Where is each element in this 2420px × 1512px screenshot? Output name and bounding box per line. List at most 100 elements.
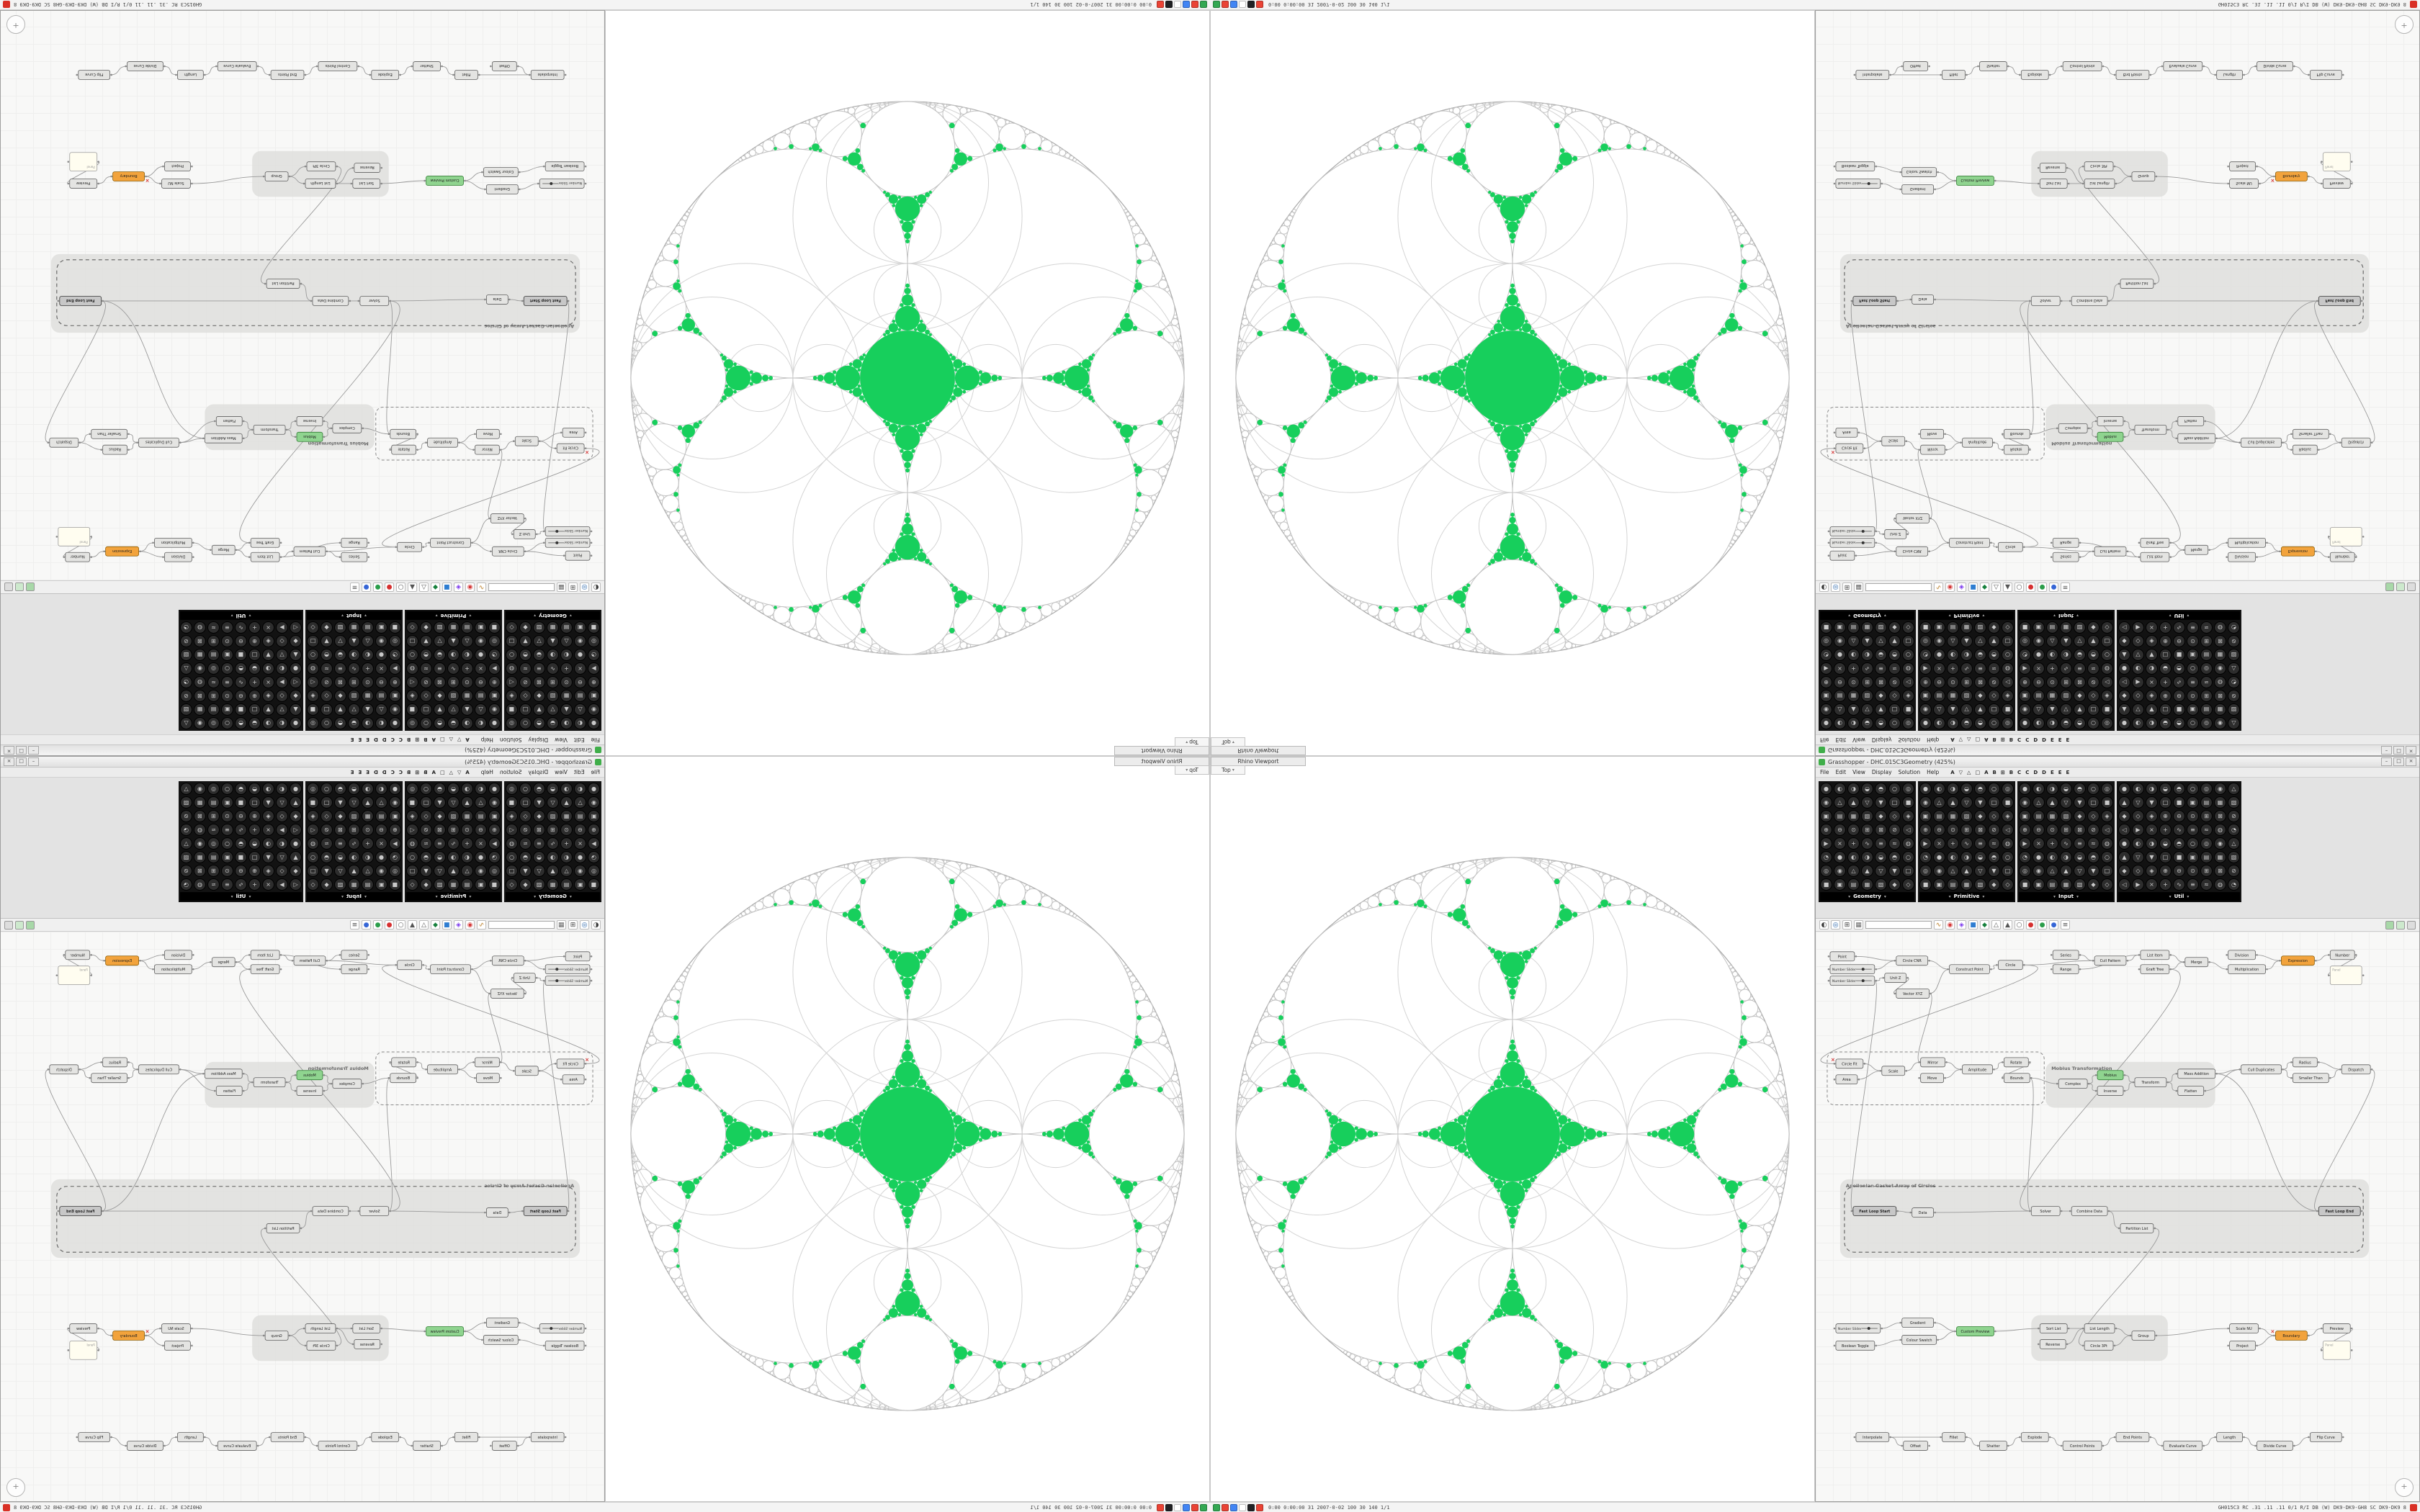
component-icon[interactable]: ⊕ [488, 676, 501, 688]
component-icon[interactable]: ◒ [2159, 783, 2172, 795]
component-icon[interactable]: ≈ [207, 676, 220, 688]
preview-off-toggle[interactable] [2407, 582, 2416, 592]
component-icon[interactable]: ◈ [406, 810, 418, 822]
component-icon[interactable]: ⊖ [1834, 824, 1846, 836]
component-icon[interactable]: △ [574, 703, 586, 716]
component-icon[interactable]: ◁ [2118, 824, 2130, 836]
component-icon[interactable]: ∿ [447, 837, 460, 850]
component-icon[interactable]: ⊕ [2159, 865, 2172, 877]
component-icon[interactable]: ⊙ [461, 824, 473, 836]
component-icon[interactable]: ⊕ [2019, 824, 2031, 836]
menu-item-file[interactable]: File [591, 737, 600, 743]
component-icon[interactable]: ◍ [194, 676, 206, 688]
palette-tab[interactable]: B [406, 769, 411, 775]
app-icon-green[interactable] [1200, 1503, 1207, 1511]
component-icon[interactable]: □ [2101, 635, 2113, 647]
component-icon[interactable]: ◇ [420, 810, 432, 822]
component-icon[interactable]: ⊞ [2200, 635, 2213, 647]
component-icon[interactable]: ○ [2002, 649, 2014, 661]
component-icon[interactable]: ▧ [1861, 810, 1873, 822]
component-icon[interactable]: ◓ [321, 649, 333, 661]
app-icon-red-2[interactable] [1256, 1, 1263, 9]
component-icon[interactable]: ■ [1902, 796, 1914, 809]
canvas-search-input[interactable] [488, 921, 555, 929]
grasshopper-title-bar[interactable]: Grasshopper - DHC.015C3Geometry (425%) –… [1, 744, 604, 755]
component-icon[interactable]: ◉ [475, 635, 487, 647]
component-icon[interactable]: ⊕ [1919, 676, 1932, 688]
component-icon[interactable]: ▤ [2033, 690, 2045, 702]
component-icon[interactable]: ▶ [1820, 837, 1832, 850]
app-icon-red-2[interactable] [1157, 1, 1164, 9]
component-icon[interactable]: ◓ [533, 717, 545, 729]
component-icon[interactable]: ▼ [2146, 796, 2158, 809]
component-icon[interactable]: ◑ [1861, 649, 1873, 661]
component-icon[interactable]: ∿ [1861, 837, 1873, 850]
component-icon[interactable]: ≡ [533, 837, 545, 850]
component-icon[interactable]: ■ [406, 796, 418, 809]
palette-panel-name[interactable]: ▾ Util ▾ [180, 611, 302, 620]
component-icon[interactable]: ▲ [1861, 865, 1873, 877]
palette-panel-name[interactable]: ▾ Primitive ▾ [1919, 611, 2014, 620]
component-icon[interactable]: ◇ [2132, 690, 2144, 702]
component-icon[interactable]: ⊞ [2200, 690, 2213, 702]
palette-tab[interactable]: E [2050, 737, 2054, 743]
component-icon[interactable]: ◇ [2002, 621, 2014, 634]
component-icon[interactable]: × [1933, 837, 1945, 850]
component-icon[interactable]: ◉ [2214, 837, 2226, 850]
component-icon[interactable]: ◆ [1888, 621, 1901, 634]
component-icon[interactable]: ≡ [2187, 676, 2199, 688]
component-icon[interactable]: ■ [235, 851, 247, 863]
component-icon[interactable]: ◑ [1847, 717, 1860, 729]
component-icon[interactable]: ▧ [434, 878, 446, 891]
component-icon[interactable]: □ [506, 865, 518, 877]
component-icon[interactable]: ▶ [2019, 662, 2031, 675]
component-icon[interactable]: ∿ [235, 878, 247, 891]
component-icon[interactable]: ▧ [180, 851, 192, 863]
component-icon[interactable]: ◑ [447, 851, 460, 863]
component-icon[interactable]: ⊞ [207, 690, 220, 702]
component-icon[interactable]: ≈ [2200, 878, 2213, 891]
component-icon[interactable]: ⊞ [2200, 865, 2213, 877]
component-icon[interactable]: ▧ [1960, 690, 1973, 702]
component-icon[interactable]: ◈ [1902, 690, 1914, 702]
navigate-icon[interactable]: ◐ [591, 920, 601, 930]
component-icon[interactable]: ◇ [321, 690, 333, 702]
palette-tab[interactable]: E [350, 737, 354, 743]
component-icon[interactable]: ▧ [547, 810, 559, 822]
component-icon[interactable]: ▧ [334, 621, 346, 634]
component-icon[interactable]: □ [2159, 703, 2172, 716]
component-icon[interactable]: ○ [420, 783, 432, 795]
palette-tab[interactable]: E [366, 769, 370, 775]
component-icon[interactable]: □ [248, 703, 261, 716]
preview-on-toggle[interactable] [26, 582, 35, 592]
component-icon[interactable]: ⊕ [2159, 810, 2172, 822]
component-icon[interactable]: ■ [588, 878, 600, 891]
component-icon[interactable]: ▦ [194, 796, 206, 809]
component-icon[interactable]: ◒ [447, 717, 460, 729]
component-icon[interactable]: ▲ [2118, 851, 2130, 863]
app-icon-blue[interactable] [1183, 1503, 1190, 1511]
component-icon[interactable]: ▲ [1947, 703, 1959, 716]
component-icon[interactable]: ≡ [2187, 621, 2199, 634]
component-icon[interactable]: △ [1933, 703, 1945, 716]
palette-tab[interactable]: D [382, 737, 387, 743]
component-icon[interactable]: ◎ [488, 865, 501, 877]
component-icon[interactable]: ◐ [475, 717, 487, 729]
component-icon[interactable]: ○ [221, 783, 233, 795]
component-icon[interactable]: ▼ [1974, 703, 1986, 716]
component-icon[interactable]: ⊕ [248, 635, 261, 647]
component-icon[interactable]: ⊙ [2187, 810, 2199, 822]
component-icon[interactable]: ▲ [290, 649, 302, 661]
component-icon[interactable]: ■ [2173, 703, 2185, 716]
component-icon[interactable]: ▤ [1847, 621, 1860, 634]
component-icon[interactable]: ◁ [406, 824, 418, 836]
component-icon[interactable]: ◑ [2146, 783, 2158, 795]
component-icon[interactable]: ⊖ [2173, 690, 2185, 702]
component-icon[interactable]: ○ [406, 851, 418, 863]
component-icon[interactable]: ◎ [406, 717, 418, 729]
palette-tab[interactable]: D [374, 769, 378, 775]
component-icon[interactable]: + [1847, 837, 1860, 850]
component-icon[interactable]: ◔ [2019, 649, 2031, 661]
component-icon[interactable]: ▦ [461, 810, 473, 822]
component-icon[interactable]: × [2146, 676, 2158, 688]
